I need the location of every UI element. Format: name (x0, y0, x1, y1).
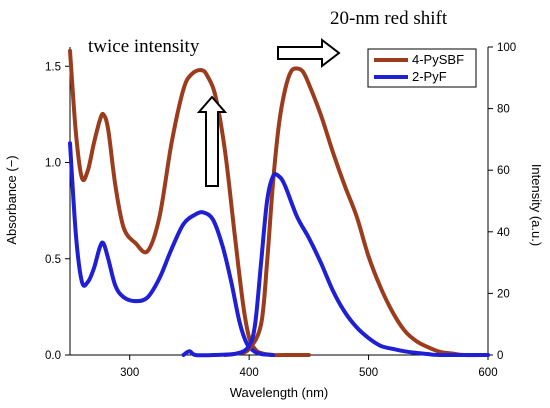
annotation-twice-intensity: twice intensity (88, 36, 200, 57)
x-tick-label: 600 (478, 367, 497, 379)
x-axis-label: Wavelength (nm) (230, 385, 329, 400)
y-right-tick-label: 20 (497, 288, 510, 300)
x-tick-label: 500 (359, 367, 378, 379)
y-right-axis-label: Intensity (a.u.) (529, 164, 544, 246)
legend: 4-PySBF 2-PyF (367, 48, 477, 88)
y-left-tick-label: 1.0 (45, 158, 61, 170)
x-tick-label: 400 (240, 367, 259, 379)
y-right-tick-label: 80 (497, 104, 510, 116)
ticks: 300 400 500 600 0.0 0.5 1.0 1.5 0 20 40 60 80 100 (45, 42, 516, 379)
y-right-tick-label: 40 (497, 227, 510, 239)
series-line-2-pyf-emission (181, 172, 490, 358)
legend-label-4-pysbf: 4-PySBF (412, 52, 464, 67)
legend-label-2-pyf: 2-PyF (412, 69, 447, 84)
y-right-tick-label: 60 (497, 165, 510, 177)
series (68, 48, 490, 358)
y-left-axis-label: Absorbance (−) (4, 155, 19, 244)
series-line-4-pysbf-emission (223, 66, 490, 358)
right-arrow-icon (277, 37, 341, 69)
y-left-tick-label: 1.5 (45, 61, 61, 73)
series-line-2-pyf-absorbance (68, 141, 276, 357)
x-tick-label: 300 (120, 367, 139, 379)
y-left-tick-label: 0.5 (45, 254, 61, 266)
legend-box (367, 48, 477, 88)
y-right-tick-label: 0 (497, 350, 503, 362)
y-left-tick-label: 0.0 (45, 350, 61, 362)
y-right-tick-label: 100 (497, 42, 516, 54)
annotation-red-shift: 20-nm red shift (330, 8, 448, 29)
up-arrow-icon (196, 95, 228, 187)
